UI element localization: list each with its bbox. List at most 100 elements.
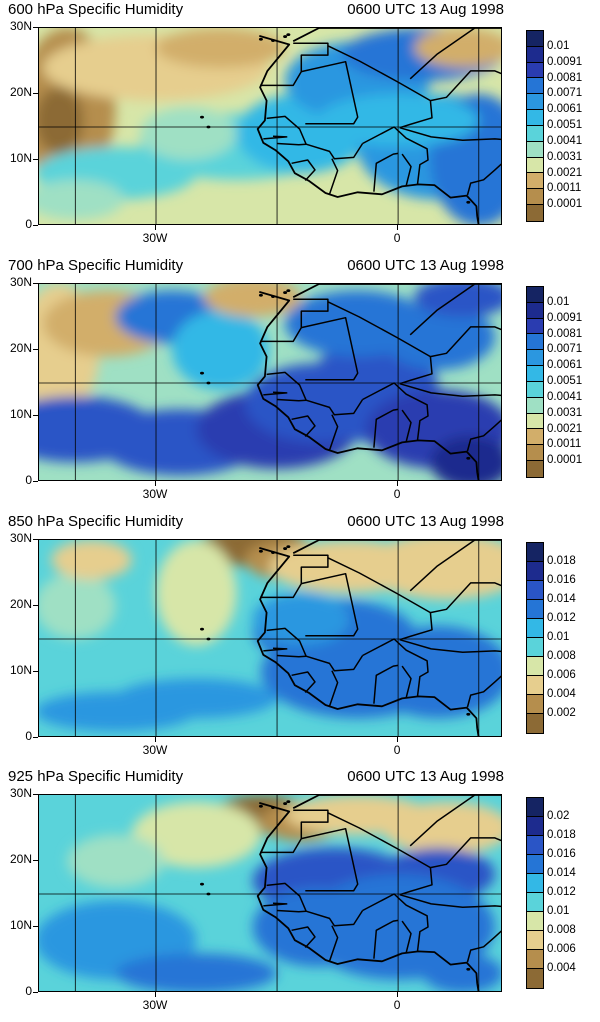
lat-tick: [33, 926, 38, 927]
lon-tick: [155, 992, 156, 997]
panel-time: 0600 UTC 13 Aug 1998: [347, 257, 504, 274]
colorbar-label: 0.012: [547, 886, 576, 898]
lat-label: 30N: [9, 531, 32, 545]
panel-time: 0600 UTC 13 Aug 1998: [347, 513, 504, 530]
colorbar: [526, 30, 544, 222]
colorbar-swatch: [527, 205, 543, 221]
lat-tick: [33, 794, 38, 795]
lat-label: 20N: [9, 597, 32, 611]
humidity-map: [38, 794, 502, 992]
colorbar-swatch: [527, 798, 543, 817]
colorbar-label: 0.0091: [547, 311, 583, 324]
humidity-map: [38, 283, 502, 481]
colorbar-label: 0.016: [547, 574, 576, 586]
colorbar-label: 0.0011: [547, 182, 582, 195]
colorbar-swatch: [527, 461, 543, 477]
colorbar-swatch: [527, 302, 543, 319]
lon-tick: [397, 737, 399, 742]
colorbar-label: 0.008: [547, 650, 576, 662]
lat-tick: [33, 992, 38, 993]
humidity-map: [38, 539, 502, 737]
lat-tick: [33, 159, 38, 160]
colorbar-label: 0.0001: [547, 198, 583, 211]
lon-label: 0: [393, 743, 401, 757]
colorbar: [526, 542, 544, 734]
colorbar-swatch: [527, 110, 543, 126]
colorbar-swatch: [527, 141, 543, 158]
colorbar-swatch: [527, 543, 543, 562]
colorbar-label: 0.0061: [547, 103, 583, 116]
colorbar-label: 0.018: [547, 555, 576, 567]
panel-title: 925 hPa Specific Humidity: [8, 768, 184, 785]
panel-title: 700 hPa Specific Humidity: [8, 257, 184, 274]
colorbar-swatch: [527, 189, 543, 206]
panel-title: 600 hPa Specific Humidity: [8, 1, 184, 18]
colorbar-swatch: [527, 562, 543, 581]
lat-tick: [33, 349, 38, 350]
colorbar-swatch: [527, 287, 543, 303]
lat-label: 10N: [9, 151, 32, 165]
colorbar-swatch: [527, 125, 543, 142]
lon-label: 30W: [142, 487, 168, 501]
colorbar-swatch: [527, 855, 543, 874]
lat-tick: [33, 225, 38, 226]
panel-time: 0600 UTC 13 Aug 1998: [347, 768, 504, 785]
lat-label: 30N: [9, 275, 32, 289]
humidity-map: [38, 27, 502, 225]
colorbar-swatch: [527, 157, 543, 174]
colorbar-label: 0.0081: [547, 327, 583, 340]
colorbar-label: 0.006: [547, 943, 576, 955]
lat-tick: [33, 605, 38, 606]
lon-label: 30W: [142, 743, 168, 757]
colorbar-label: 0.004: [547, 962, 576, 974]
panel-time: 0600 UTC 13 Aug 1998: [347, 1, 504, 18]
colorbar-swatch: [527, 836, 543, 855]
lat-label: 10N: [9, 663, 32, 677]
lat-tick: [33, 415, 38, 416]
lon-tick: [155, 481, 156, 486]
colorbar: [526, 797, 544, 989]
colorbar-label: 0.008: [547, 924, 576, 936]
colorbar-label: 0.0031: [547, 406, 583, 419]
colorbar-swatch: [527, 318, 543, 335]
colorbar-swatch: [527, 173, 543, 190]
lon-tick: [155, 737, 156, 742]
colorbar-swatch: [527, 429, 543, 446]
lat-label: 0: [25, 984, 32, 998]
colorbar-label: 0.006: [547, 669, 576, 681]
panel-title: 850 hPa Specific Humidity: [8, 513, 184, 530]
colorbar-label: 0.018: [547, 829, 576, 841]
colorbar-label: 0.01: [547, 39, 570, 52]
lat-label: 20N: [9, 852, 32, 866]
colorbar-swatch: [527, 445, 543, 462]
colorbar-swatch: [527, 413, 543, 430]
colorbar-swatch: [527, 46, 543, 63]
lon-label: 30W: [142, 231, 168, 245]
colorbar-label: 0.0011: [547, 438, 582, 451]
map-panel: 850 hPa Specific Humidity 0600 UTC 13 Aug…: [0, 512, 600, 767]
lat-tick: [33, 737, 38, 738]
colorbar-swatch: [527, 31, 543, 47]
lon-label: 0: [393, 998, 401, 1012]
lat-tick: [33, 860, 38, 861]
lon-tick: [397, 992, 399, 997]
colorbar-label: 0.0091: [547, 55, 583, 68]
colorbar-label: 0.0021: [547, 166, 583, 179]
colorbar-label: 0.0041: [547, 390, 583, 403]
colorbar-swatch: [527, 874, 543, 893]
colorbar-label: 0.004: [547, 688, 576, 700]
lat-label: 0: [25, 729, 32, 743]
colorbar-label: 0.002: [547, 707, 576, 719]
map-panel: 925 hPa Specific Humidity 0600 UTC 13 Aug…: [0, 767, 600, 1022]
colorbar-swatch: [527, 397, 543, 414]
lat-tick: [33, 481, 38, 482]
colorbar-label: 0.0001: [547, 454, 583, 467]
lat-label: 0: [25, 473, 32, 487]
colorbar-label: 0.0071: [547, 87, 583, 100]
colorbar-swatch: [527, 600, 543, 619]
lon-label: 0: [393, 487, 401, 501]
colorbar-label: 0.016: [547, 848, 576, 860]
colorbar-swatch: [527, 931, 543, 950]
lat-label: 30N: [9, 19, 32, 33]
colorbar-label: 0.01: [547, 295, 570, 308]
